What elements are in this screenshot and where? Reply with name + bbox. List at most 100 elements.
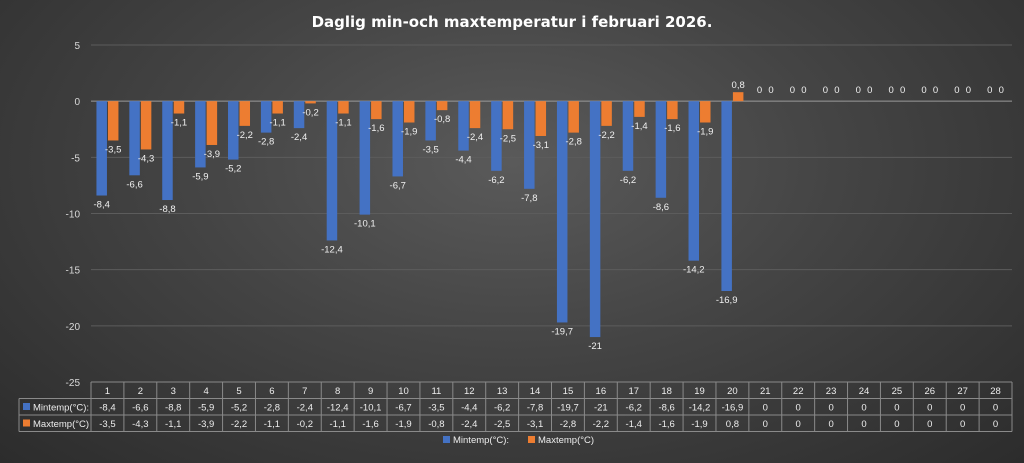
min-temp-label: -6,2 (488, 175, 504, 186)
max-temp-bar (502, 101, 514, 130)
min-temp-label: -16,9 (716, 295, 738, 306)
table-cell: 0,8 (726, 419, 739, 430)
max-temp-bar (338, 101, 349, 114)
x-category-label: 24 (859, 386, 870, 397)
y-tick-label: -5 (71, 153, 80, 164)
table-cell: -21 (594, 403, 608, 414)
min-temp-bar (228, 101, 239, 160)
min-temp-label: 0 (888, 85, 893, 96)
x-category-label: 26 (924, 386, 935, 397)
max-temp-legend-key (23, 419, 30, 427)
table-cell: -3,5 (99, 419, 115, 430)
max-temp-label: -2,2 (237, 130, 253, 141)
table-cell: -1,6 (362, 419, 378, 430)
table-cell: -6,2 (494, 403, 510, 414)
x-category-label: 18 (661, 386, 672, 397)
x-category-label: 7 (302, 386, 307, 397)
table-cell: -4,4 (461, 403, 477, 414)
table-cell: 0 (960, 403, 965, 414)
x-category-label: 21 (760, 386, 771, 397)
min-temp-bar (622, 101, 634, 171)
table-cell: 0 (861, 419, 866, 430)
table-cell: 0 (960, 419, 965, 430)
min-temp-bar (195, 101, 206, 168)
max-temp-label: -1,6 (368, 123, 384, 134)
table-cell: 0 (796, 419, 801, 430)
table-cell: -8,4 (99, 403, 115, 414)
max-temp-label: -1,1 (335, 118, 351, 129)
min-temp-label: 0 (757, 85, 762, 96)
y-tick-label: -15 (66, 266, 81, 277)
table-cell: 0 (828, 419, 833, 430)
min-temp-label: 0 (954, 85, 959, 96)
table-cell: -0,2 (297, 419, 313, 430)
min-temp-bar (96, 101, 107, 196)
bars (96, 92, 744, 338)
x-category-label: 14 (530, 386, 541, 397)
legend: Mintemp(°C): Maxtemp(°C) (443, 435, 594, 446)
min-temp-bar (326, 101, 338, 241)
table-cell: -16,9 (722, 403, 744, 414)
max-temp-bar (173, 101, 185, 114)
x-category-label: 27 (957, 386, 968, 397)
table-cell: -14,2 (689, 403, 711, 414)
min-temp-bar (392, 101, 403, 177)
min-temp-label: -8,6 (653, 202, 669, 213)
legend-label-max: Maxtemp(°C) (538, 435, 594, 446)
max-temp-label: -2,4 (467, 132, 483, 143)
data-labels: -8,4 -3,5 -6,6 -4,3 -8,8 -1,1 -5,9 -3,9 -5,2 -2,2… (94, 80, 1004, 352)
x-category-label: 5 (236, 386, 241, 397)
max-temp-label: -2,2 (598, 130, 614, 141)
max-temp-label: 0 (768, 85, 773, 96)
min-temp-label: 0 (790, 85, 795, 96)
max-temp-bar (568, 101, 579, 133)
table-cell: -6,6 (132, 403, 148, 414)
y-axis: 5 0 -5 -10 -15 -20 -25 (66, 41, 81, 389)
table-cell: -2,8 (560, 419, 576, 430)
max-temp-label: 0 (867, 85, 872, 96)
table-cell: -7,8 (527, 403, 543, 414)
max-temp-label: 0 (933, 85, 938, 96)
table-cell: -1,1 (264, 419, 280, 430)
min-temp-label: 0 (856, 85, 861, 96)
table-cell: -1,9 (691, 419, 707, 430)
table-cell: 0 (894, 419, 899, 430)
table-cell: -8,8 (165, 403, 181, 414)
x-category-label: 23 (826, 386, 837, 397)
min-temp-bar (359, 101, 371, 215)
min-temp-label: -6,2 (620, 175, 636, 186)
max-temp-label: -1,9 (401, 127, 417, 138)
max-temp-label: -4,3 (138, 153, 154, 164)
max-temp-bar (700, 101, 711, 123)
min-temp-bar (260, 101, 272, 133)
table-cell: -8,6 (658, 403, 674, 414)
x-category-label: 12 (464, 386, 475, 397)
y-tick-label: 0 (74, 97, 80, 108)
min-temp-label: -2,4 (291, 132, 307, 143)
max-temp-bar (107, 101, 119, 141)
table-cell: -1,1 (165, 419, 181, 430)
min-temp-bar (589, 101, 601, 338)
table-cell: -0,8 (428, 419, 444, 430)
max-temp-bar (403, 101, 415, 123)
chart-title: Daglig min-och maxtemperatur i februari … (312, 13, 713, 31)
max-temp-bar (732, 92, 744, 102)
table-cell: -1,4 (626, 419, 642, 430)
x-category-label: 10 (398, 386, 409, 397)
table-cell: 0 (993, 403, 998, 414)
table-cell: -3,5 (428, 403, 444, 414)
table-cell: 0 (796, 403, 801, 414)
x-category-label: 9 (368, 386, 373, 397)
max-temp-label: -1,1 (171, 118, 187, 129)
table-cell: -2,5 (494, 419, 510, 430)
legend-swatch-max (528, 436, 535, 443)
x-category-label: 11 (431, 386, 441, 397)
min-temp-bar (556, 101, 568, 323)
table-cell: -12,4 (327, 403, 349, 414)
min-temp-label: -14,2 (683, 265, 705, 276)
min-temp-bar (425, 101, 436, 141)
min-temp-bar (655, 101, 667, 198)
min-temp-row-label: Mintemp(°C): (33, 403, 89, 414)
table-cell: -10,1 (360, 403, 382, 414)
min-temp-label: -8,8 (159, 204, 175, 215)
